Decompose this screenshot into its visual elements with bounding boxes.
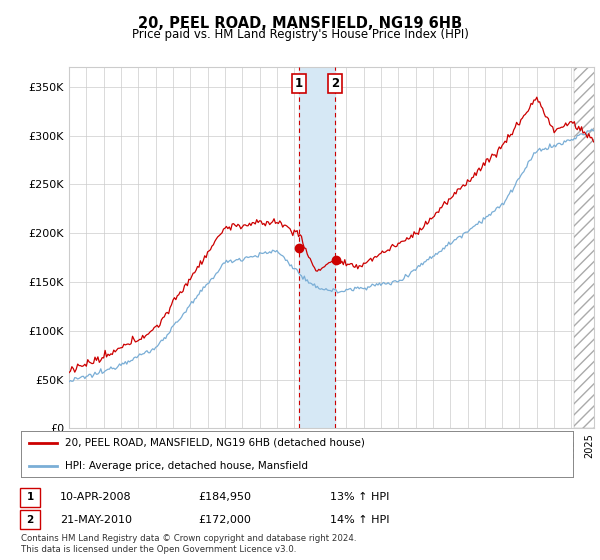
Text: Contains HM Land Registry data © Crown copyright and database right 2024.: Contains HM Land Registry data © Crown c… [21,534,356,543]
Text: This data is licensed under the Open Government Licence v3.0.: This data is licensed under the Open Gov… [21,545,296,554]
Text: 1: 1 [295,77,303,90]
Bar [299,67,335,428]
Text: 20, PEEL ROAD, MANSFIELD, NG19 6HB: 20, PEEL ROAD, MANSFIELD, NG19 6HB [138,16,462,31]
Text: 10-APR-2008: 10-APR-2008 [60,492,131,502]
Text: HPI: Average price, detached house, Mansfield: HPI: Average price, detached house, Mans… [65,461,308,470]
Text: 13% ↑ HPI: 13% ↑ HPI [330,492,389,502]
Text: 21-MAY-2010: 21-MAY-2010 [60,515,132,525]
Text: £184,950: £184,950 [198,492,251,502]
Text: £172,000: £172,000 [198,515,251,525]
Text: 20, PEEL ROAD, MANSFIELD, NG19 6HB (detached house): 20, PEEL ROAD, MANSFIELD, NG19 6HB (deta… [65,438,365,447]
Bar [574,67,600,428]
Text: Price paid vs. HM Land Registry's House Price Index (HPI): Price paid vs. HM Land Registry's House … [131,28,469,41]
Text: 14% ↑ HPI: 14% ↑ HPI [330,515,389,525]
Text: 1: 1 [26,492,34,502]
Text: 2: 2 [331,77,340,90]
Text: 2: 2 [26,515,34,525]
